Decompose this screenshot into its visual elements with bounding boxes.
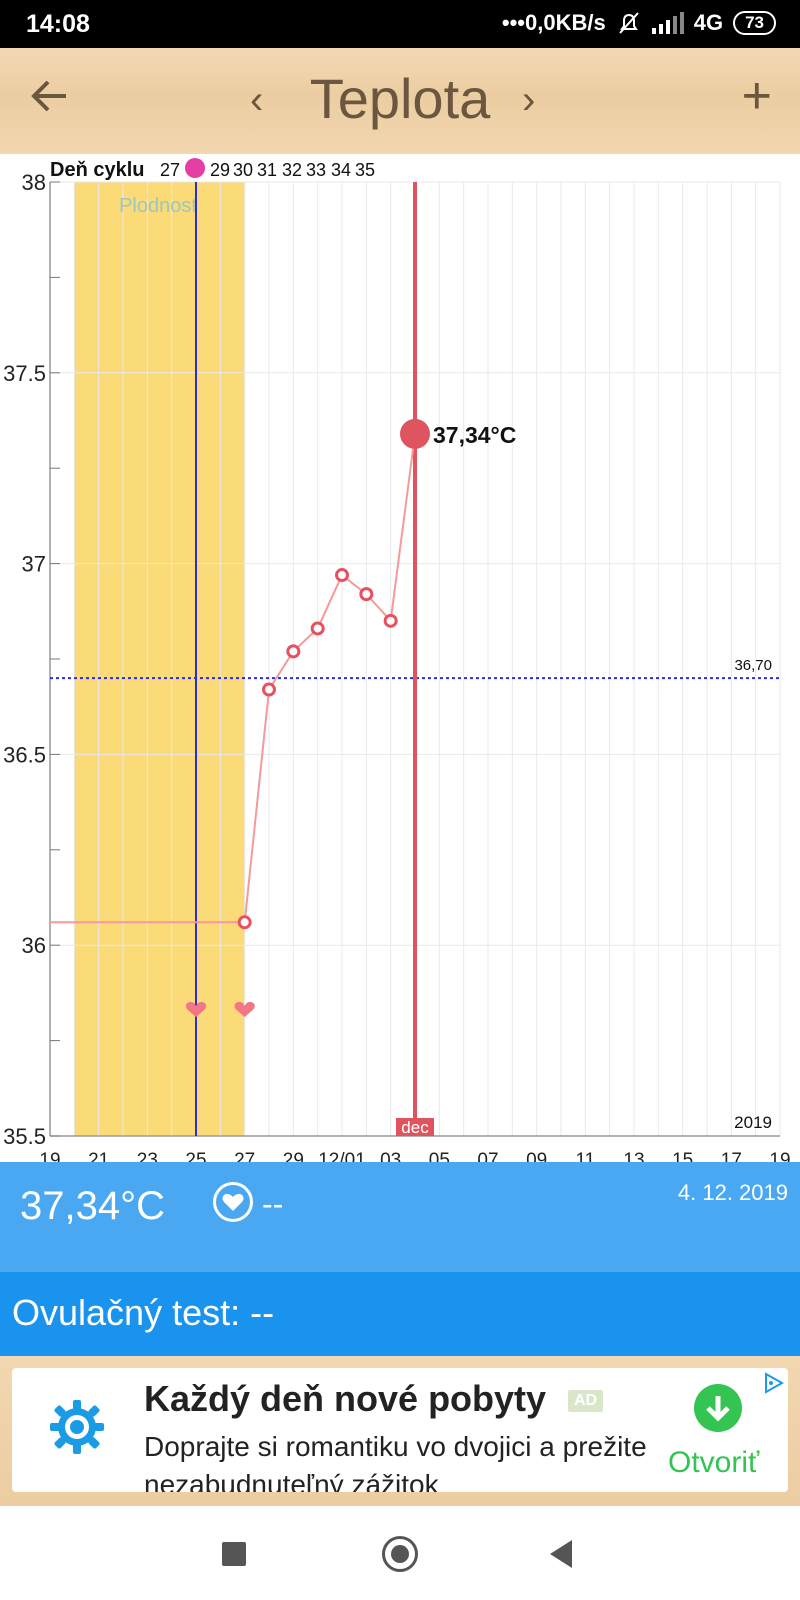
cycle-day-number: 32 bbox=[282, 160, 302, 180]
ad-banner[interactable]: Každý deň nové pobyty AD Doprajte si rom… bbox=[12, 1368, 788, 1492]
x-tick-label: 07 bbox=[477, 1150, 498, 1162]
selected-data-point bbox=[400, 418, 430, 449]
app-header: ‹ Teplota › + bbox=[0, 48, 800, 157]
cycle-day-number: 35 bbox=[355, 160, 375, 180]
home-icon[interactable] bbox=[382, 1536, 418, 1572]
intercourse-value: -- bbox=[262, 1186, 284, 1222]
network-type: 4G bbox=[693, 10, 724, 35]
y-tick-label: 35.5 bbox=[3, 1124, 46, 1149]
x-tick-label: 19 bbox=[769, 1150, 790, 1162]
ad-open-button[interactable]: Otvoriť bbox=[668, 1446, 760, 1479]
page-title: Teplota bbox=[309, 67, 491, 130]
data-point bbox=[359, 587, 374, 602]
cycle-day-number: 30 bbox=[233, 160, 253, 180]
status-bar: 14:08 •••0,0KB/s 4G 73 bbox=[0, 0, 800, 48]
back-triangle-icon[interactable] bbox=[550, 1540, 572, 1568]
x-tick-label: 27 bbox=[234, 1150, 255, 1162]
y-tick-label: 36 bbox=[22, 933, 46, 958]
battery-icon: 73 bbox=[733, 11, 776, 35]
data-point bbox=[310, 621, 325, 636]
cycle-day-number: 31 bbox=[257, 160, 277, 180]
x-tick-label: 17 bbox=[721, 1150, 742, 1162]
selected-value-label: 37,34°C bbox=[433, 422, 516, 448]
x-tick-label: 12/01 bbox=[318, 1150, 366, 1162]
previous-chevron-icon[interactable]: ‹ bbox=[250, 78, 264, 122]
ovulation-test-text: Ovulačný test: -- bbox=[12, 1292, 275, 1333]
cycle-day-number: 29 bbox=[210, 160, 230, 180]
month-marker-box bbox=[396, 1118, 434, 1136]
x-tick-label: 25 bbox=[185, 1150, 206, 1162]
heart-icon bbox=[222, 1193, 244, 1211]
selected-day-info: 37,34°C -- 4. 12. 2019 bbox=[0, 1162, 800, 1272]
data-point bbox=[383, 613, 398, 628]
mute-bell-icon bbox=[618, 12, 639, 34]
selected-temperature: 37,34°C bbox=[20, 1184, 165, 1228]
selected-date: 4. 12. 2019 bbox=[677, 1180, 788, 1205]
data-point bbox=[286, 644, 301, 659]
ad-badge: AD bbox=[568, 1390, 604, 1412]
navigation-bar bbox=[0, 1506, 800, 1600]
x-tick-label: 23 bbox=[137, 1150, 158, 1162]
x-tick-label: 11 bbox=[575, 1150, 595, 1162]
data-point bbox=[237, 915, 252, 930]
status-time: 14:08 bbox=[26, 10, 90, 38]
y-tick-label: 36.5 bbox=[3, 742, 46, 767]
x-tick-label: 05 bbox=[429, 1150, 450, 1162]
back-arrow-icon[interactable] bbox=[28, 74, 72, 118]
adchoices-icon[interactable] bbox=[762, 1372, 784, 1394]
fertile-window bbox=[74, 182, 245, 1136]
recents-icon[interactable] bbox=[222, 1542, 246, 1566]
ovulation-test-row[interactable]: Ovulačný test: -- bbox=[0, 1272, 800, 1356]
gear-logo-icon bbox=[50, 1400, 104, 1454]
heart-icon bbox=[185, 1001, 207, 1018]
add-button[interactable]: + bbox=[741, 67, 772, 125]
ad-container: Každý deň nové pobyty AD Doprajte si rom… bbox=[0, 1356, 800, 1506]
cycle-day-number: 27 bbox=[160, 160, 180, 180]
data-point bbox=[335, 568, 349, 583]
heart-icon bbox=[234, 1001, 255, 1018]
x-tick-label: 13 bbox=[623, 1150, 644, 1162]
data-point bbox=[262, 682, 276, 697]
x-tick-label: 15 bbox=[672, 1150, 693, 1162]
x-tick-label: 29 bbox=[283, 1150, 304, 1162]
year-label: 2019 bbox=[734, 1113, 772, 1132]
month-marker-label: dec bbox=[401, 1118, 429, 1137]
ad-description: Doprajte si romantiku vo dvojici a preži… bbox=[144, 1431, 647, 1492]
x-tick-label: 09 bbox=[526, 1150, 547, 1162]
download-icon[interactable] bbox=[694, 1384, 742, 1432]
fertile-label: Plodnost bbox=[119, 195, 197, 217]
coverline-label: 36,70 bbox=[734, 657, 772, 674]
cycle-day-label: Deň cyklu bbox=[50, 159, 144, 181]
cycle-marker-dot bbox=[185, 158, 205, 178]
ad-headline: Každý deň nové pobyty bbox=[144, 1378, 547, 1419]
temperature-chart[interactable]: 38 37.5 37 36.5 36 35.5 19 21 23 25 27 29 12/01 03 05 0… bbox=[0, 154, 800, 1162]
x-tick-label: 19 bbox=[39, 1150, 60, 1162]
cycle-day-number: 34 bbox=[331, 160, 351, 180]
next-chevron-icon[interactable]: › bbox=[522, 78, 536, 122]
cycle-day-number: 33 bbox=[306, 160, 326, 180]
x-tick-label: 03 bbox=[380, 1150, 401, 1162]
network-speed: •••0,0KB/s bbox=[501, 10, 606, 35]
x-tick-label: 21 bbox=[88, 1150, 109, 1162]
signal-icon bbox=[651, 12, 684, 34]
y-tick-label: 37 bbox=[22, 552, 46, 577]
y-tick-label: 37.5 bbox=[3, 361, 46, 386]
status-icons: •••0,0KB/s 4G 73 bbox=[502, 10, 776, 36]
y-tick-label: 38 bbox=[22, 170, 46, 195]
heart-circle-icon bbox=[213, 1182, 253, 1222]
